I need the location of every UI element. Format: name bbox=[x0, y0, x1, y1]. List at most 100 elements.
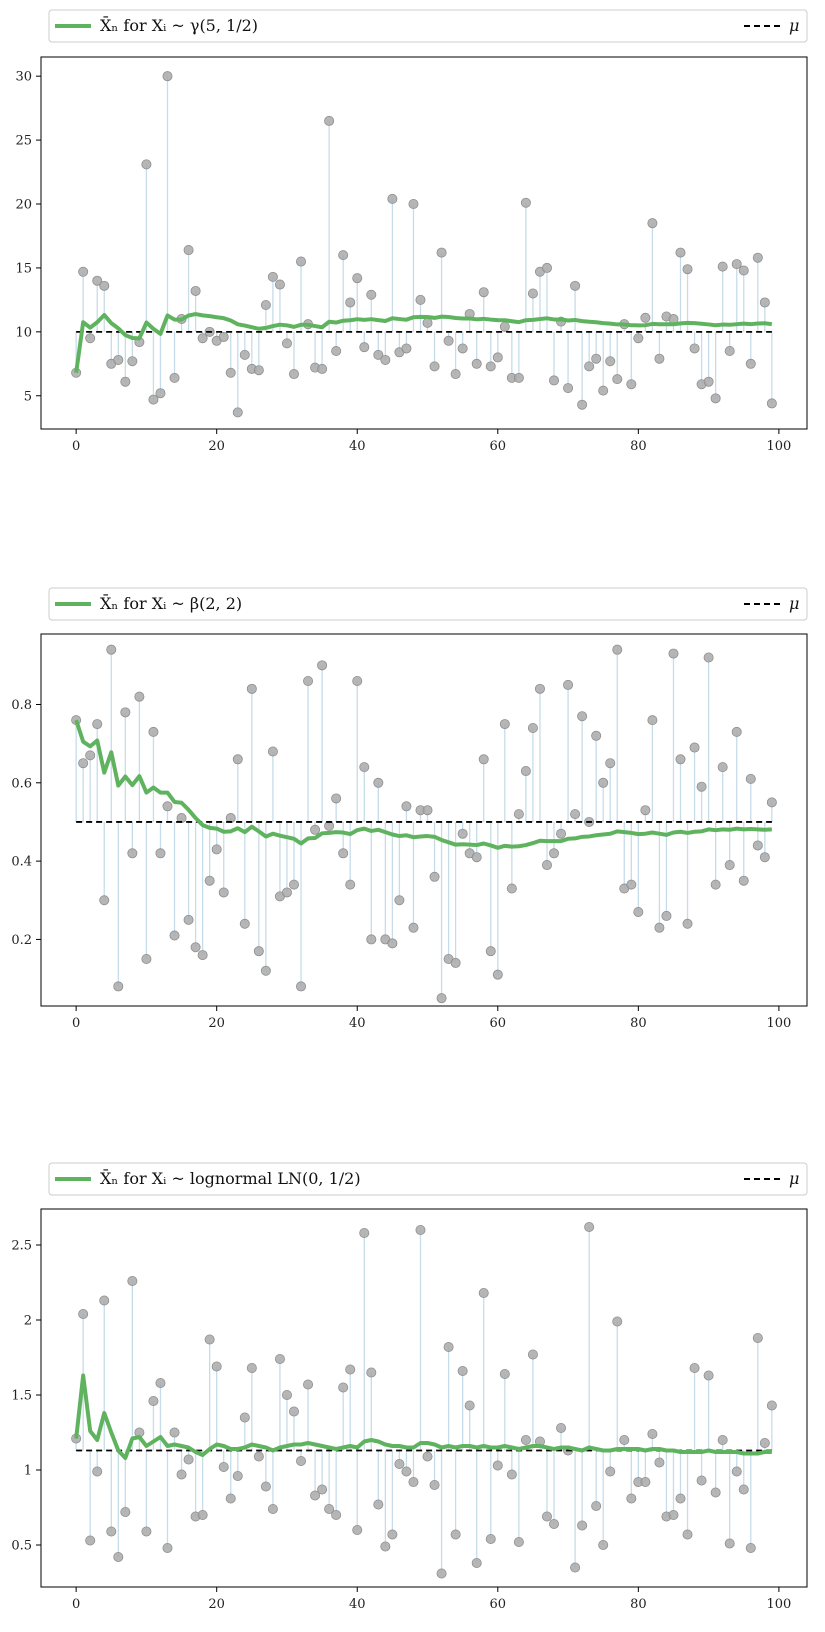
plot2-sample-point bbox=[717, 762, 728, 773]
plot2-sample-point bbox=[183, 914, 194, 925]
legend-1-series-label: X̄ₙ for Xᵢ ~ γ(5, 1/2) bbox=[100, 14, 258, 35]
plot2-sample-point bbox=[563, 679, 574, 690]
subplot-lognormal: 0 20 40 60 80 100 0.5 1 1.5 2 2.5 bbox=[11, 1208, 808, 1612]
plot3-sample-point bbox=[738, 1484, 749, 1495]
plot1-sample-point bbox=[85, 333, 96, 344]
plot1-sample-point bbox=[520, 197, 531, 208]
plot1-sample-point bbox=[443, 335, 454, 346]
plot1-sample-point bbox=[296, 256, 307, 267]
plot1-sample-point bbox=[366, 289, 377, 300]
plot2-axes-frame bbox=[40, 633, 808, 1007]
plot2-sample-point bbox=[591, 730, 602, 741]
plot2-sample-point bbox=[141, 954, 152, 965]
plot1-sample-point bbox=[331, 346, 342, 357]
plot2-sample-point bbox=[387, 938, 398, 949]
plot1-sample-point bbox=[373, 349, 384, 360]
plot2-sample-point bbox=[106, 644, 117, 655]
plot1-sample-point bbox=[225, 367, 236, 378]
plot3-sample-point bbox=[577, 1520, 588, 1531]
plot2-sample-point bbox=[745, 773, 756, 784]
plot2-sample-point bbox=[288, 879, 299, 890]
plot3-sample-point bbox=[605, 1466, 616, 1477]
plot2-sample-point bbox=[296, 981, 307, 992]
plot2-y-tick-label: 0.6 bbox=[11, 776, 32, 791]
plot1-sample-point bbox=[759, 297, 770, 308]
subplot-beta: 0 20 40 60 80 100 0.2 0.4 0.6 0.8 bbox=[11, 633, 808, 1031]
plot3-sample-point bbox=[436, 1568, 447, 1579]
plot1-x-tick-label: 100 bbox=[766, 439, 791, 454]
plot1-sample-point bbox=[197, 333, 208, 344]
plot3-sample-point bbox=[148, 1396, 159, 1407]
plot2-sample-point bbox=[499, 719, 510, 730]
plot2-sample-point bbox=[352, 675, 363, 686]
plot1-y-tick-label: 30 bbox=[15, 70, 32, 85]
plot2-sample-point bbox=[169, 930, 180, 941]
plot2-y-tick-label: 0.8 bbox=[11, 698, 32, 713]
plot3-sample-point bbox=[766, 1400, 777, 1411]
plot3-sample-point bbox=[520, 1435, 531, 1446]
plot1-sample-point bbox=[324, 115, 335, 126]
plot3-sample-point bbox=[752, 1333, 763, 1344]
subplot-gamma: 0 20 40 60 80 100 5 10 15 20 25 30 bbox=[15, 56, 808, 454]
plot2-sample-point bbox=[682, 918, 693, 929]
plot3-sample-point bbox=[120, 1507, 131, 1518]
plot1-sample-point bbox=[591, 353, 602, 364]
legend-2: X̄ₙ for Xᵢ ~ β(2, 2) μ bbox=[48, 587, 808, 621]
plot3-sample-point bbox=[260, 1481, 271, 1492]
plot1-sample-point bbox=[408, 199, 419, 210]
plot3-sample-point bbox=[724, 1538, 735, 1549]
plot3-y-tick-label: 2.5 bbox=[11, 1239, 32, 1254]
plot3-sample-point bbox=[78, 1309, 89, 1320]
plot2-sample-point bbox=[506, 883, 517, 894]
legend-2-mu-label: μ bbox=[789, 594, 799, 613]
plot3-sample-point bbox=[506, 1469, 517, 1480]
plot3-x-tick-label: 100 bbox=[766, 1597, 791, 1612]
plot1-x-tick-label: 40 bbox=[349, 439, 366, 454]
plot3-sample-point bbox=[626, 1493, 637, 1504]
plot2-sample-point bbox=[366, 934, 377, 945]
plot3-sample-point bbox=[591, 1501, 602, 1512]
plot1-sample-point bbox=[78, 266, 89, 277]
plot2-sample-point bbox=[598, 777, 609, 788]
plot2-sample-point bbox=[113, 981, 124, 992]
plot3-sample-point bbox=[85, 1535, 96, 1546]
plot3-sample-point bbox=[619, 1435, 630, 1446]
plot3-sample-point bbox=[303, 1379, 314, 1390]
plot2-sample-point bbox=[471, 852, 482, 863]
plot2-sample-point bbox=[338, 848, 349, 859]
plot2-sample-point bbox=[92, 719, 103, 730]
plot3-sample-point bbox=[492, 1460, 503, 1471]
plot2-sample-point bbox=[640, 805, 651, 816]
plot3-y-tick-label: 1 bbox=[24, 1464, 32, 1479]
plot1-sample-point bbox=[724, 346, 735, 357]
plot1-sample-point bbox=[253, 365, 264, 376]
plot3-sample-point bbox=[745, 1543, 756, 1554]
plot3-sample-point bbox=[225, 1493, 236, 1504]
plot3-y-tick-label: 0.5 bbox=[11, 1539, 32, 1554]
plot2-sample-point bbox=[647, 715, 658, 726]
legend-3: X̄ₙ for Xᵢ ~ lognormal LN(0, 1/2) μ bbox=[48, 1162, 808, 1196]
plot2-sample-point bbox=[570, 809, 581, 820]
plot2-sample-point bbox=[127, 848, 138, 859]
plot1-sample-point bbox=[731, 259, 742, 270]
plot2-sample-point bbox=[155, 848, 166, 859]
plot3-sample-point bbox=[450, 1529, 461, 1540]
plot1-sample-point bbox=[359, 342, 370, 353]
plot3-sample-point bbox=[485, 1534, 496, 1545]
plot1-sample-point bbox=[239, 349, 250, 360]
plot2-sample-point bbox=[577, 711, 588, 722]
plot2-sample-point bbox=[689, 742, 700, 753]
plot1-y-tick-label: 15 bbox=[15, 261, 32, 276]
plot2-sample-point bbox=[317, 660, 328, 671]
plot3-sample-point bbox=[239, 1412, 250, 1423]
plot1-sample-point bbox=[584, 361, 595, 372]
plot3-sample-point bbox=[169, 1427, 180, 1438]
plot3-sample-point bbox=[246, 1363, 257, 1374]
plot3-sample-point bbox=[640, 1477, 651, 1488]
plot2-sample-point bbox=[232, 754, 243, 765]
plot1-sample-point bbox=[288, 369, 299, 380]
plot3-sample-point bbox=[92, 1466, 103, 1477]
plot3-sample-point bbox=[689, 1363, 700, 1374]
plot1-sample-point bbox=[281, 338, 292, 349]
plot2-sample-point bbox=[731, 726, 742, 737]
